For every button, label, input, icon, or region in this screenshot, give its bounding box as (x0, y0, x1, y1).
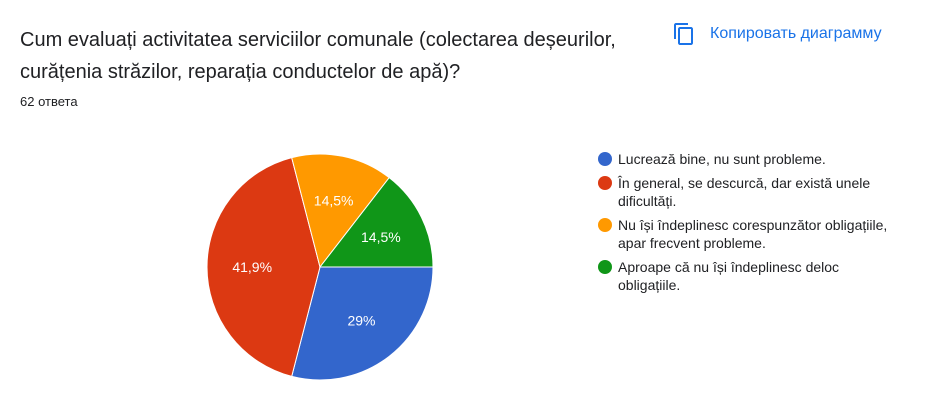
chart-legend: Lucrează bine, nu sunt probleme. În gene… (598, 150, 898, 300)
legend-item[interactable]: Aproape că nu își îndeplinesc deloc obli… (598, 258, 898, 294)
slice-nu-isi-indeplinesc[interactable] (291, 153, 390, 269)
legend-swatch (598, 260, 612, 274)
legend-swatch (598, 152, 612, 166)
copy-chart-button[interactable]: Копировать диаграмму (672, 16, 882, 52)
legend-item[interactable]: Lucrează bine, nu sunt probleme. (598, 150, 898, 168)
slice-percent-label: 41,9% (232, 259, 272, 275)
legend-swatch (598, 176, 612, 190)
copy-chart-label: Копировать диаграмму (710, 25, 882, 42)
legend-swatch (598, 218, 612, 232)
response-count: 62 ответа (20, 94, 78, 109)
slice-percent-label: 29% (347, 313, 375, 329)
slice-lucreaza-bine[interactable] (291, 266, 434, 381)
slice-se-descurca[interactable] (206, 156, 321, 378)
legend-label: În general, se descurcă, dar există unel… (618, 175, 871, 209)
legend-label: Nu își îndeplinesc corespunzător obligaț… (618, 217, 888, 251)
legend-item[interactable]: În general, se descurcă, dar există unel… (598, 174, 898, 210)
copy-icon (672, 22, 696, 46)
question-title: Cum evaluați activitatea serviciilor com… (20, 29, 616, 83)
legend-item[interactable]: Nu își îndeplinesc corespunzător obligaț… (598, 216, 898, 252)
legend-label: Aproape că nu își îndeplinesc deloc obli… (618, 259, 840, 293)
legend-label: Lucrează bine, nu sunt probleme. (618, 151, 826, 167)
slice-percent-label: 14,5% (314, 193, 354, 209)
slice-aproape-deloc[interactable] (318, 176, 434, 268)
slice-percent-label: 14,5% (361, 229, 401, 245)
